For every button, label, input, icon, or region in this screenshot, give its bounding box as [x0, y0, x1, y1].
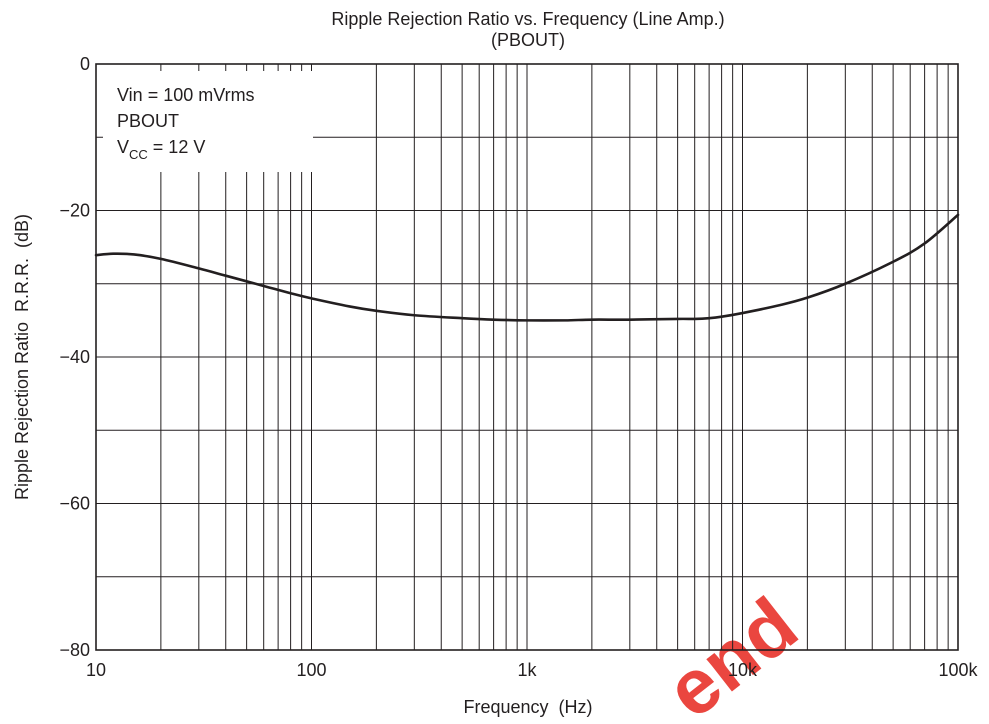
- y-tick-labels: 0 −20 −40 −60 −80: [59, 54, 90, 660]
- annotation-line-2: PBOUT: [117, 111, 179, 131]
- chart-subtitle: (PBOUT): [491, 30, 565, 50]
- series-line: [94, 213, 960, 322]
- x-tick-label: 10k: [728, 660, 758, 680]
- x-axis-label: Frequency (Hz): [463, 697, 592, 717]
- y-tick-label: −80: [59, 640, 90, 660]
- svg-text:end: end: [650, 580, 813, 724]
- annotation-vcc-rest: = 12 V: [148, 137, 206, 157]
- x-tick-label: 10: [86, 660, 106, 680]
- chart-title: Ripple Rejection Ratio vs. Frequency (Li…: [331, 9, 724, 29]
- annotation-line-1: Vin = 100 mVrms: [117, 85, 255, 105]
- series-layer: [94, 213, 960, 322]
- y-tick-label: −40: [59, 347, 90, 367]
- annotation-line-3: VCC = 12 V: [117, 137, 205, 162]
- annotation-vcc-main: V: [117, 137, 129, 157]
- watermark: end: [650, 580, 813, 724]
- x-tick-label: 100: [296, 660, 326, 680]
- x-tick-label: 1k: [517, 660, 537, 680]
- plot-frame: [95, 63, 959, 651]
- y-tick-label: −60: [59, 494, 90, 514]
- annotation-box: [103, 71, 313, 172]
- y-tick-label: 0: [80, 54, 90, 74]
- y-tick-label: −20: [59, 201, 90, 221]
- annotation-vcc-sub: CC: [129, 147, 148, 162]
- y-axis-label: Ripple Rejection Ratio R.R.R. (dB): [12, 214, 32, 500]
- x-tick-label: 100k: [938, 660, 978, 680]
- x-tick-labels: 10 100 1k 10k 100k: [86, 660, 979, 680]
